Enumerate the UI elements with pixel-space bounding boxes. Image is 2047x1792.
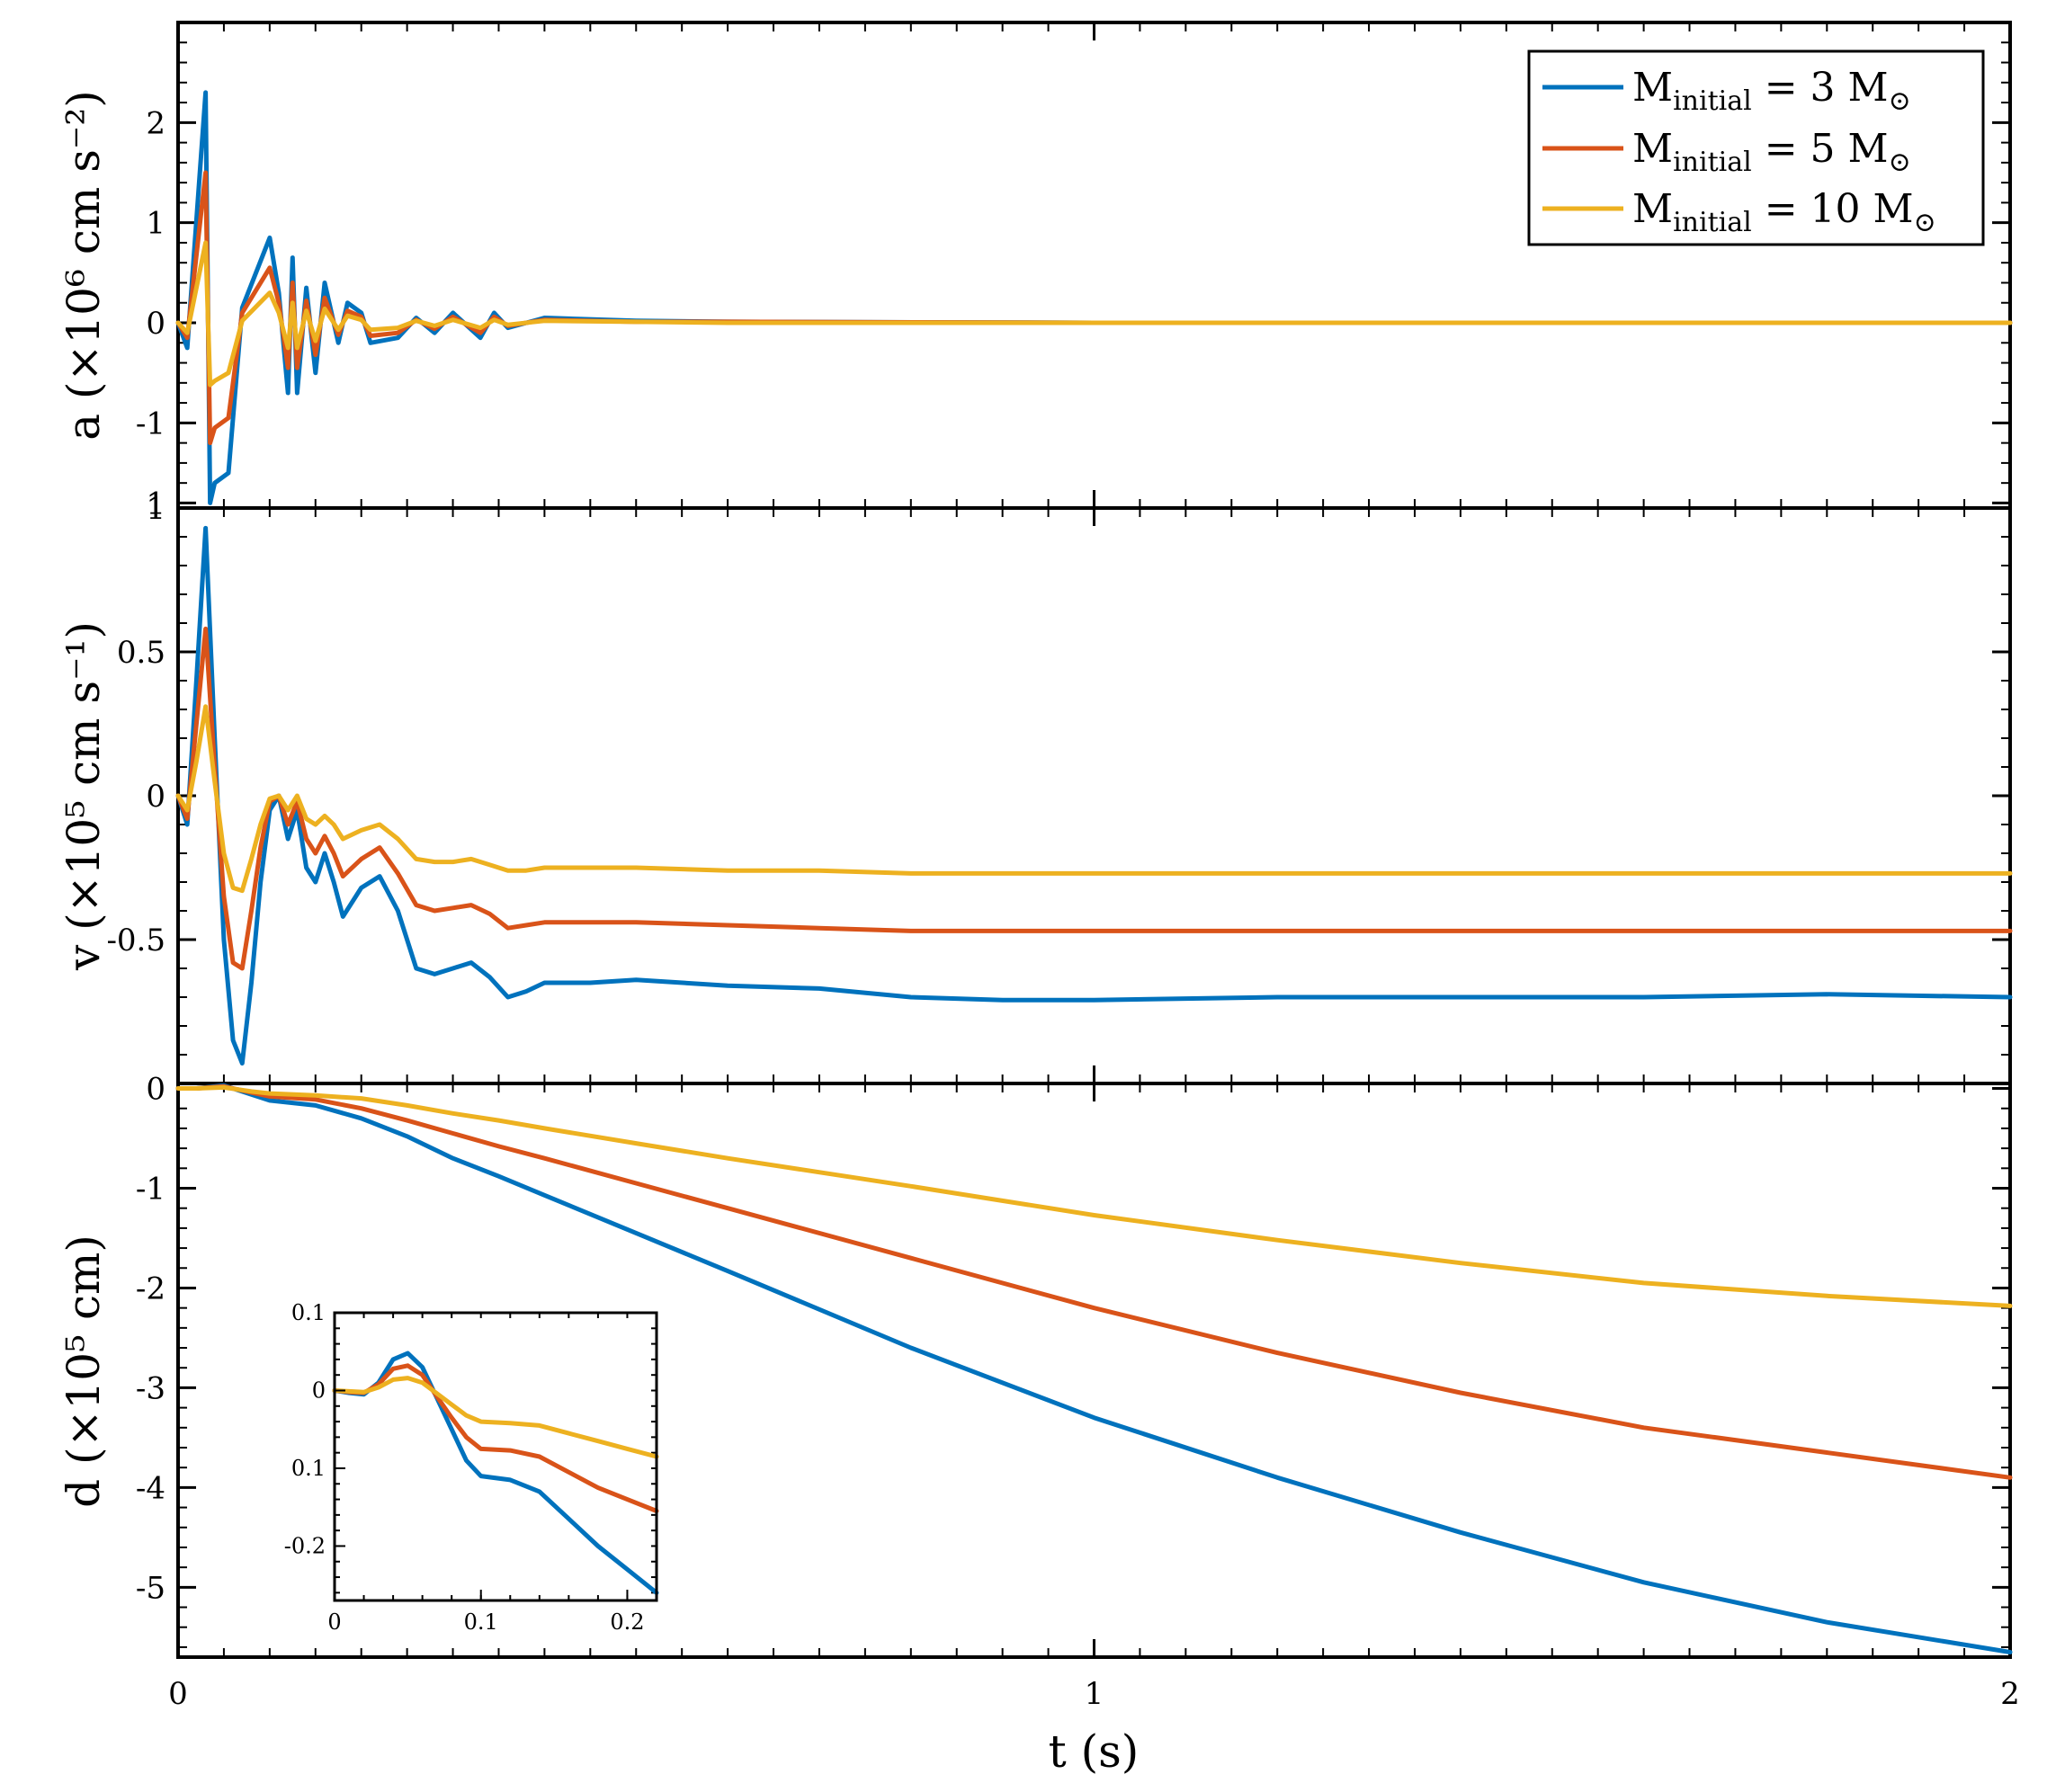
tick-label-layer: 1 -1 0 1 2 -0.5 0 0.5 1 -5 -4 -3 -2 -1 0 0 1 2: [106, 105, 2019, 1712]
legend-label-10: Minitial = 10 M⊙: [1632, 186, 1936, 238]
y-tick-label: 1: [146, 491, 165, 527]
y-tick-label: 1: [146, 486, 165, 522]
inset-y-tick-label: 0.1: [291, 1456, 326, 1481]
x-tick-label: 0: [168, 1676, 188, 1712]
tick-layer: [176, 22, 2012, 1657]
xlabel: t (s): [1049, 1725, 1140, 1778]
y-tick-label: -2: [136, 1270, 165, 1306]
ylabel-acceleration: a (×10⁶ cm s⁻²): [58, 90, 110, 441]
series-line-displacement-3: [175, 1083, 2013, 1654]
inset-x-tick-label: 0: [327, 1609, 341, 1635]
inset-layer: 0 0.1 0.2 0.1 0 0.1 -0.2: [284, 1300, 659, 1635]
series-line-velocity-5: [175, 626, 2013, 971]
y-tick-label: 0.5: [117, 635, 165, 671]
inset-series-line-10: [332, 1376, 659, 1459]
inset-y-tick-label: 0.1: [291, 1300, 326, 1325]
legend-label-3: Minitial = 3 M⊙: [1632, 65, 1911, 117]
inset-background: [335, 1313, 657, 1600]
series-line-velocity-10: [175, 704, 2013, 894]
y-tick-label: 0: [146, 306, 165, 342]
legend: Minitial = 3 M⊙ Minitial = 5 M⊙ Minitial…: [1527, 49, 1985, 246]
series-line-velocity-3: [175, 525, 2013, 1066]
y-tick-label: -4: [136, 1470, 165, 1506]
y-tick-label: 2: [146, 105, 165, 141]
ylabel-displacement: d (×10⁵ cm): [58, 1235, 110, 1508]
inset-frame: [333, 1311, 658, 1602]
x-tick-label: 2: [2000, 1676, 2020, 1712]
y-tick-label: 0: [146, 779, 165, 815]
y-tick-label: -3: [136, 1370, 165, 1406]
y-tick-label: -0.5: [106, 923, 165, 958]
x-tick-label: 1: [1085, 1676, 1104, 1712]
series-line-displacement-10: [175, 1084, 2013, 1308]
y-tick-label: -1: [136, 406, 165, 441]
y-tick-label: 0: [146, 1072, 165, 1108]
legend-label-5: Minitial = 5 M⊙: [1632, 126, 1911, 178]
ylabel-velocity: v (×10⁵ cm s⁻¹): [58, 621, 110, 971]
inset-y-tick-label: -0.2: [284, 1533, 326, 1558]
series-layer: [175, 90, 2013, 1654]
y-tick-label: -5: [136, 1570, 165, 1606]
inset-x-tick-label: 0.2: [610, 1609, 644, 1635]
y-tick-label: -1: [136, 1172, 165, 1208]
series-line-acceleration-10: [175, 240, 2013, 388]
inset-y-tick-label: 0: [312, 1377, 326, 1403]
inset-x-tick-label: 0.1: [464, 1609, 498, 1635]
y-tick-label: 1: [146, 206, 165, 242]
